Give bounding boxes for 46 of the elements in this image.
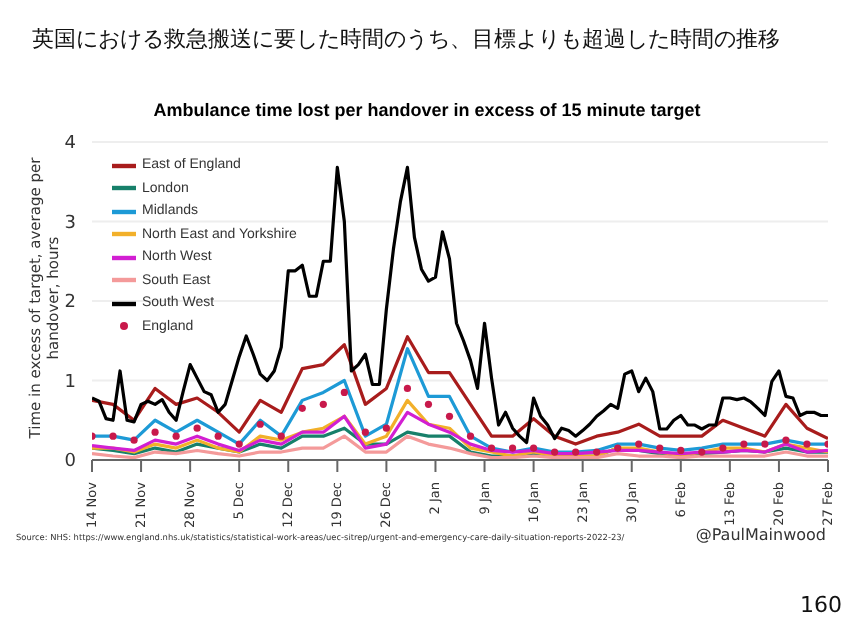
point <box>445 412 454 420</box>
line-series <box>92 335 828 446</box>
y-tick-label: 4 <box>64 134 77 155</box>
point <box>508 444 517 452</box>
y-tick-label: 3 <box>64 213 76 234</box>
point <box>340 388 348 397</box>
point <box>235 440 243 448</box>
point <box>193 424 201 432</box>
point <box>403 384 412 393</box>
point <box>614 444 622 452</box>
point <box>698 448 706 456</box>
point <box>361 428 369 436</box>
point <box>551 448 559 456</box>
point <box>130 436 138 444</box>
y-tick-label: 0 <box>64 452 77 473</box>
point <box>151 428 159 436</box>
point <box>572 448 580 456</box>
chart-subtitle: Ambulance time lost per handover in excess of 15 minute target <box>151 100 703 120</box>
point <box>319 400 327 408</box>
point <box>172 432 180 440</box>
point <box>740 440 748 448</box>
point <box>761 440 769 448</box>
y-tick-label: 1 <box>64 372 76 393</box>
point <box>277 432 285 440</box>
point <box>466 432 475 440</box>
point <box>530 444 538 452</box>
point <box>109 432 117 440</box>
point <box>719 444 727 452</box>
point <box>635 440 643 448</box>
point <box>656 444 664 452</box>
point <box>214 432 222 440</box>
point <box>487 444 496 452</box>
y-tick-label: 2 <box>64 293 76 314</box>
chart-title: 英国における救急搬送に要した時間のうち、目標よりも超過した時間の推移 <box>32 24 780 54</box>
point <box>677 446 685 455</box>
point <box>593 448 601 456</box>
line-series <box>92 410 828 456</box>
point <box>298 404 306 412</box>
point <box>256 420 264 428</box>
point <box>424 400 433 408</box>
point <box>382 424 390 432</box>
line-series <box>92 347 828 454</box>
text: @PaulMainwood <box>695 526 826 544</box>
text: 160 <box>800 592 842 618</box>
point <box>803 440 811 448</box>
point <box>782 436 790 444</box>
